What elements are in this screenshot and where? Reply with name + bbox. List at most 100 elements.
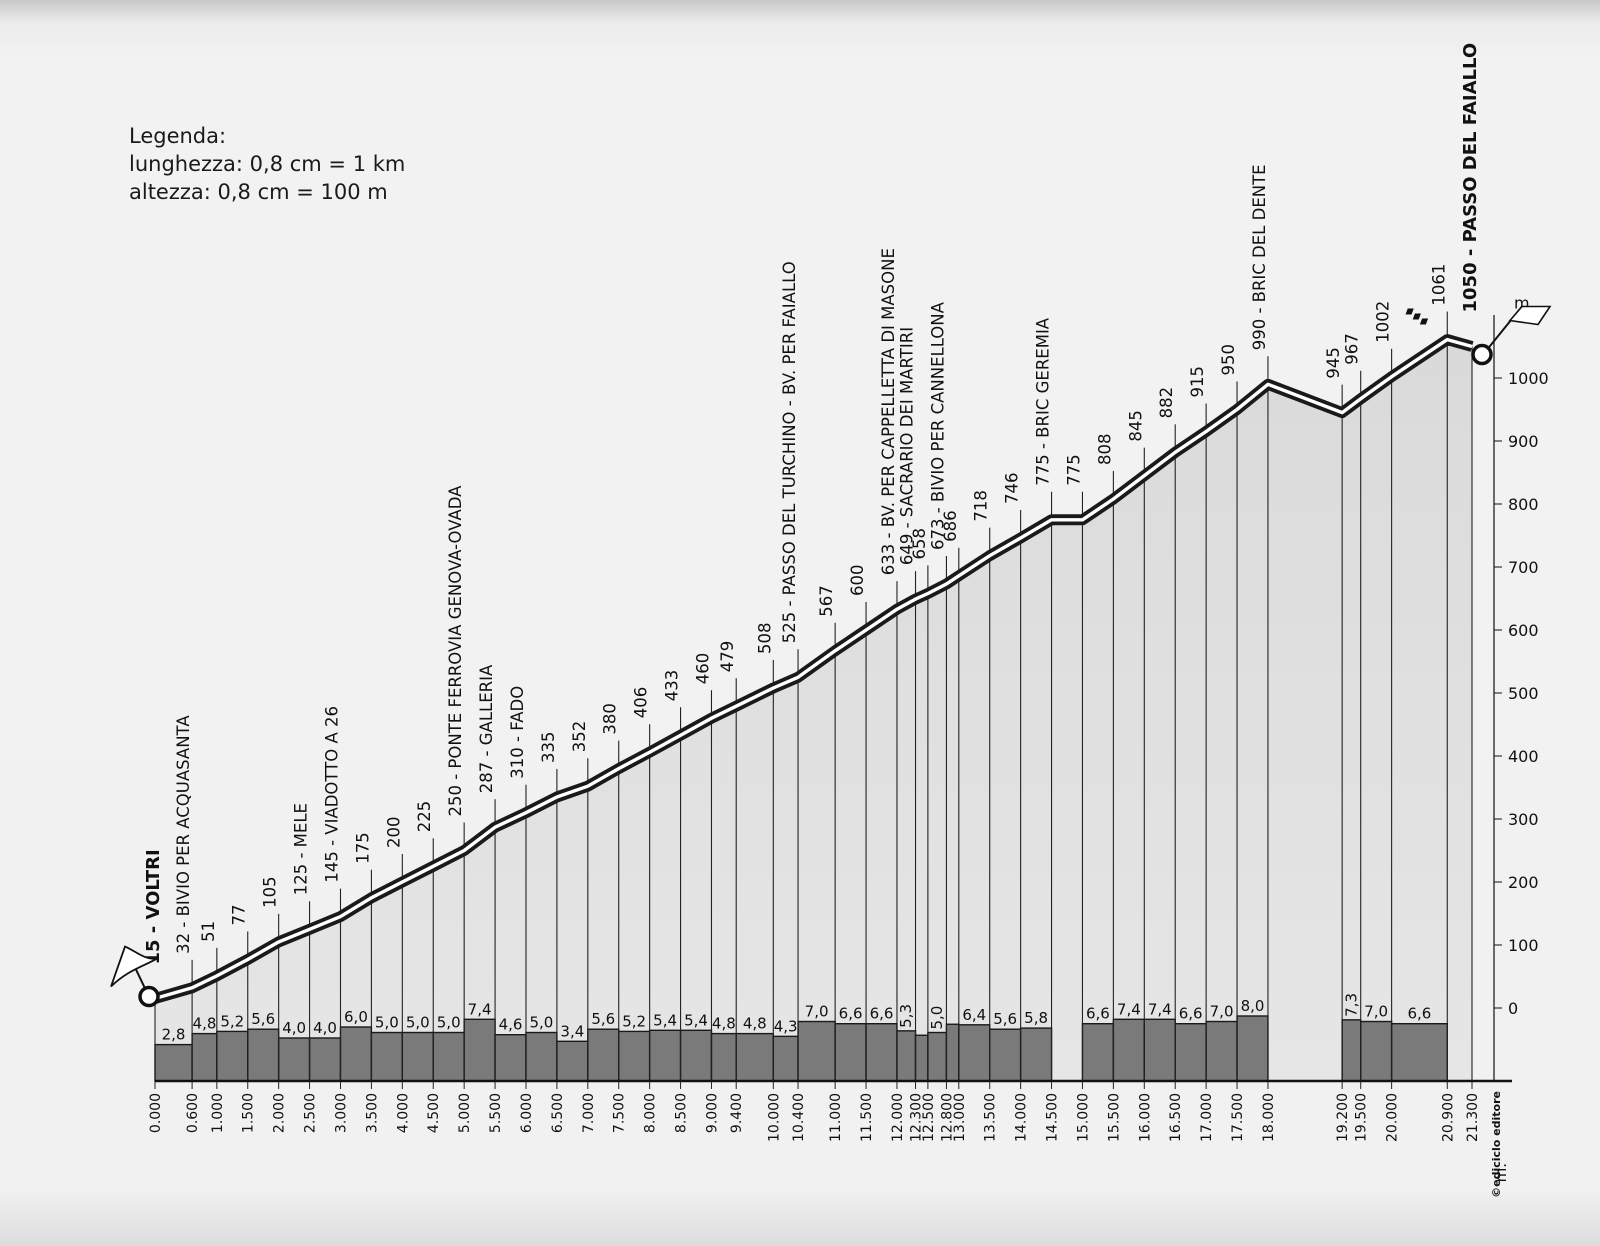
gradient-label: 3,4 [560, 1022, 584, 1040]
point-label: 686 [941, 510, 960, 542]
point-label: 649 - SACRARIO DEI MARTIRI [898, 327, 917, 565]
gradient-bar [1236, 1015, 1269, 1082]
gradient-bar [797, 1020, 836, 1082]
point-label: 145 - VIADOTTO A 26 [322, 706, 341, 883]
x-tick-label: 15.000 [1075, 1093, 1091, 1142]
start-flag-icon [110, 945, 158, 988]
gradient-label: 5,8 [1024, 1009, 1048, 1027]
gradient-bar [191, 1032, 218, 1082]
gradient-bar [463, 1018, 496, 1082]
point-label: 380 [601, 703, 620, 735]
finish-label: 1050 - PASSO DEL FAIALLO [1460, 43, 1481, 313]
point-label: 775 - BRIC GEREMIA [1034, 317, 1053, 486]
x-tick-label: 13.000 [952, 1093, 968, 1142]
gradient-label: 6,6 [1408, 1005, 1432, 1023]
gradient-bar [1081, 1023, 1115, 1082]
legend: Legenda: lunghezza: 0,8 cm = 1 km altezz… [129, 122, 405, 206]
point-label: 990 - BRIC DEL DENTE [1250, 164, 1269, 350]
gradient-bar [216, 1030, 249, 1082]
point-label: 250 - PONTE FERROVIA GENOVA-OVADA [446, 485, 465, 817]
finish-flag-check [1405, 308, 1414, 315]
x-tick-label: 5.000 [457, 1093, 473, 1133]
y-tick-label: 600 [1508, 621, 1539, 640]
gradient-bar [710, 1032, 737, 1082]
x-tick-label: 6.500 [550, 1093, 566, 1133]
y-tick-label: 100 [1508, 936, 1539, 955]
gradient-label: 5,6 [591, 1010, 615, 1028]
y-tick-label: 400 [1508, 747, 1539, 766]
x-tick-label: 9.000 [704, 1093, 720, 1133]
publisher-credit: ©ediciclo editore [1490, 1091, 1503, 1198]
gradient-label: 5,3 [897, 1004, 915, 1028]
gradient-bar [1205, 1020, 1238, 1082]
x-tick-label: 14.500 [1045, 1093, 1061, 1142]
y-tick-label: 0 [1508, 999, 1518, 1018]
point-label: 225 [415, 801, 434, 833]
x-tick-label: 11.000 [828, 1093, 844, 1142]
gradient-label: 6,4 [962, 1006, 986, 1024]
gradient-bar [1341, 1019, 1362, 1082]
gradient-bar [735, 1032, 775, 1082]
gradient-label: 6,6 [839, 1005, 863, 1023]
gradient-label: 5,6 [251, 1010, 275, 1028]
x-tick-label: 20.900 [1440, 1093, 1456, 1142]
gradient-label: 7,4 [1117, 1000, 1141, 1018]
gradient-label: 4,8 [193, 1015, 217, 1033]
x-tick-label: 21.300 [1465, 1093, 1481, 1142]
point-label: 658 [910, 528, 929, 560]
legend-length-scale: lunghezza: 0,8 cm = 1 km [129, 152, 406, 176]
gradient-label: 4,0 [313, 1019, 337, 1037]
gradient-label: 5,4 [653, 1011, 677, 1029]
point-label: 287 - GALLERIA [477, 664, 496, 793]
gradient-label: 4,3 [774, 1017, 798, 1035]
point-label: 175 [353, 832, 372, 864]
gradient-bar [587, 1028, 620, 1082]
profile-line-inner [154, 337, 1473, 1001]
gradient-label: 5,0 [375, 1014, 399, 1032]
point-label: 479 [718, 641, 737, 673]
gradient-bar [958, 1024, 991, 1082]
y-tick-label: 300 [1508, 810, 1539, 829]
gradient-bar [1174, 1023, 1207, 1082]
x-tick-label: 11.500 [859, 1093, 875, 1142]
y-tick-label: 800 [1508, 495, 1539, 514]
gradient-label: 7,4 [1148, 1000, 1172, 1018]
gradient-label: 7,3 [1342, 993, 1360, 1017]
finish-flag-icon [1508, 305, 1552, 326]
x-tick-label: 14.000 [1014, 1093, 1030, 1142]
start-label: 15 - VOLTRI [143, 849, 164, 964]
point-label: 775 [1064, 454, 1083, 486]
start-marker [138, 985, 160, 1008]
gradient-bar [1019, 1027, 1053, 1082]
gradient-bar [865, 1023, 898, 1082]
gradient-label: 7,0 [1210, 1003, 1234, 1021]
x-tick-label: 0.600 [185, 1093, 201, 1133]
gradient-bar [370, 1031, 404, 1082]
finish-flag-check [1419, 318, 1429, 325]
x-tick-label: 13.500 [983, 1093, 999, 1142]
point-label: 673 - BIVIO PER CANNELLONA [928, 301, 947, 550]
gradient-label: 7,4 [468, 1000, 492, 1018]
point-label: 352 [570, 721, 589, 753]
profile-area [155, 339, 1472, 1082]
y-tick-label: 200 [1508, 873, 1539, 892]
point-label: 845 [1126, 410, 1145, 442]
x-tick-label: 5.500 [488, 1093, 504, 1133]
gradient-label: 5,2 [622, 1012, 646, 1030]
point-label: 200 [384, 817, 403, 849]
x-tick-label: 1.000 [210, 1093, 226, 1133]
x-tick-label: 8.000 [643, 1093, 659, 1133]
gradient-label: 4,6 [499, 1016, 523, 1034]
gradient-label: 8,0 [1241, 997, 1265, 1015]
gradient-bar [1112, 1018, 1145, 1082]
x-tick-label: 1.500 [241, 1093, 257, 1133]
point-label: 945 [1324, 347, 1343, 379]
point-label: 77 [230, 904, 249, 925]
x-tick-label: 19.200 [1335, 1093, 1351, 1142]
gradient-label: 5,4 [684, 1011, 708, 1029]
point-label: 105 [261, 876, 280, 908]
point-label: 567 [817, 585, 836, 617]
gradient-bar [308, 1037, 342, 1082]
